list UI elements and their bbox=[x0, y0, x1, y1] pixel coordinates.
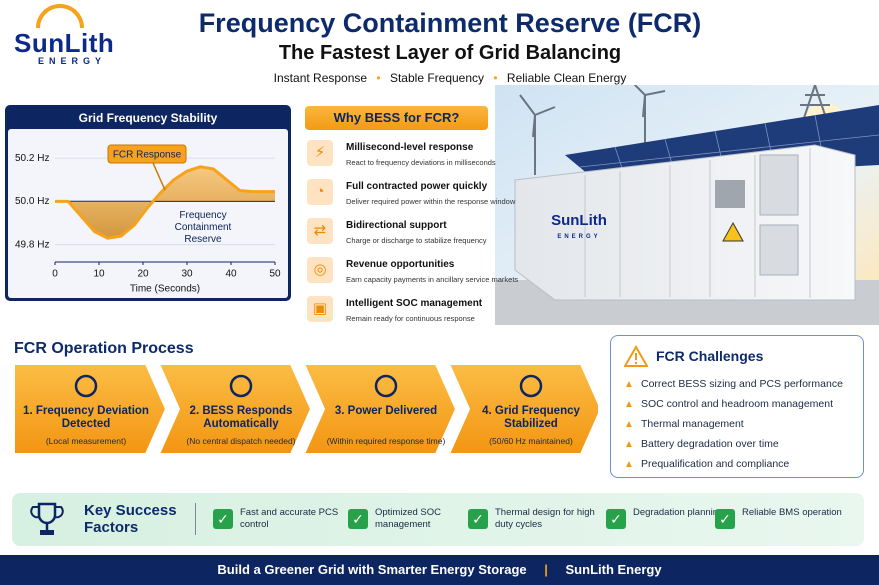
check: ✓ bbox=[606, 509, 626, 529]
bess-image: SunLith ENERGY bbox=[495, 85, 879, 325]
logo-name: SunLith bbox=[14, 28, 115, 58]
why-item-desc: Charge or discharge to stabilize frequen… bbox=[346, 236, 487, 245]
taglines: Instant Response • Stable Frequency • Re… bbox=[140, 71, 760, 85]
divider bbox=[195, 503, 196, 535]
callout-label: FCR Response bbox=[113, 150, 182, 161]
check: ✓ bbox=[715, 509, 735, 529]
step-sub: (Local measurement) bbox=[45, 436, 127, 446]
why-item-desc: Earn capacity payments in ancillary serv… bbox=[346, 275, 519, 284]
why-item-title: Revenue opportunities bbox=[346, 259, 455, 270]
why-item-title: Intelligent SOC management bbox=[346, 298, 483, 309]
success-item: Thermal design for high duty cycles bbox=[495, 507, 595, 530]
step-icon bbox=[74, 374, 98, 398]
why-item-title: Full contracted power quickly bbox=[346, 181, 488, 192]
why-title: Why BESS for FCR? bbox=[305, 106, 488, 130]
x-tick-label: 40 bbox=[225, 269, 237, 280]
process-arrow bbox=[302, 364, 458, 454]
process-arrow bbox=[14, 364, 168, 454]
x-axis-label: Time (Seconds) bbox=[130, 284, 200, 295]
bullet: ▲ bbox=[624, 399, 634, 410]
challenges-title: FCR Challenges bbox=[656, 348, 764, 364]
why-icon: ⇄ bbox=[307, 218, 333, 244]
x-tick-label: 20 bbox=[137, 269, 149, 280]
bullet: ▲ bbox=[624, 459, 634, 470]
dot: • bbox=[376, 71, 381, 85]
challenge-item: Thermal management bbox=[641, 418, 744, 430]
why-icon: ◔ bbox=[307, 179, 333, 205]
warning-icon bbox=[624, 345, 648, 367]
tagline: Stable Frequency bbox=[389, 71, 485, 85]
callout-box bbox=[107, 144, 187, 164]
step-title: 3. Power Delivered bbox=[334, 405, 438, 417]
line bbox=[55, 165, 275, 240]
footer: Build a Greener Grid with Smarter Energy… bbox=[0, 555, 879, 585]
why-icon: ◎ bbox=[307, 257, 333, 283]
challenge-item: SOC control and headroom management bbox=[641, 398, 834, 410]
x-tick-label: 0 bbox=[52, 269, 58, 280]
tagline: Instant Response bbox=[273, 71, 368, 85]
step-icon bbox=[374, 374, 398, 398]
x-tick-label: 10 bbox=[93, 269, 105, 280]
y-tick-label: 49.8 Hz bbox=[15, 239, 49, 250]
dot: • bbox=[493, 71, 498, 85]
bullet: ▲ bbox=[624, 419, 634, 430]
footer-right: SunLith Energy bbox=[565, 562, 662, 577]
step-title: 2. BESS Responds Automatically bbox=[189, 405, 293, 430]
trophy-icon bbox=[30, 502, 64, 535]
step-sub: (50/60 Hz maintained) bbox=[489, 436, 573, 446]
footer-left: Build a Greener Grid with Smarter Energy… bbox=[217, 562, 527, 577]
step-title: 1. Frequency Deviation Detected bbox=[23, 405, 149, 430]
x-tick-label: 30 bbox=[181, 269, 193, 280]
step-title: 4. Grid Frequency Stabilized bbox=[482, 405, 580, 430]
title: Frequency Containment Reserve (FCR) bbox=[198, 8, 702, 38]
check: ✓ bbox=[213, 509, 233, 529]
chart: Grid Frequency Stability 49.8 Hz 50.0 Hz 5… bbox=[5, 105, 291, 301]
check: ✓ bbox=[348, 509, 368, 529]
step-icon bbox=[519, 374, 543, 398]
logo-sub: ENERGY bbox=[38, 56, 107, 66]
step-sub: (No central dispatch needed) bbox=[186, 436, 296, 446]
subtitle: The Fastest Layer of Grid Balancing bbox=[278, 42, 622, 64]
bullet: ▲ bbox=[624, 439, 634, 450]
check: ✓ bbox=[468, 509, 488, 529]
chart-title: Grid Frequency Stability bbox=[79, 111, 218, 125]
process-arrow bbox=[447, 364, 598, 454]
challenges-box bbox=[610, 335, 864, 478]
footer-sep: | bbox=[544, 562, 548, 577]
success-item: Degradation planning bbox=[633, 507, 724, 518]
tagline: Reliable Clean Energy bbox=[506, 71, 627, 85]
callout-arrow bbox=[152, 162, 166, 191]
x-tick-label: 50 bbox=[269, 269, 281, 280]
challenge-item: Prequalification and compliance bbox=[641, 458, 790, 470]
logo-sun bbox=[36, 4, 84, 29]
success-item: Optimized SOC management bbox=[375, 507, 441, 530]
area bbox=[55, 166, 275, 239]
image-logo: SunLith bbox=[551, 212, 607, 229]
why-icon: ▣ bbox=[307, 296, 333, 322]
image-logo-sub: ENERGY bbox=[557, 234, 600, 240]
process-title: FCR Operation Process bbox=[14, 340, 194, 357]
why-icon: ⚡ bbox=[307, 140, 333, 166]
bullet: ▲ bbox=[624, 379, 634, 390]
step-icon bbox=[229, 374, 253, 398]
why-item-desc: Remain ready for continuous response bbox=[346, 314, 475, 323]
success-title: Key Success Factors bbox=[84, 502, 177, 536]
success-item: Reliable BMS operation bbox=[742, 507, 842, 518]
success-item: Fast and accurate PCS control bbox=[240, 507, 339, 530]
why-item-desc: Deliver required power within the respon… bbox=[346, 197, 516, 206]
process-arrow bbox=[157, 364, 313, 454]
challenge-item: Battery degradation over time bbox=[641, 438, 779, 450]
why-item-title: Bidirectional support bbox=[346, 220, 447, 231]
challenge-item: Correct BESS sizing and PCS performance bbox=[641, 378, 843, 390]
y-tick-label: 50.0 Hz bbox=[15, 196, 49, 207]
process-arrows bbox=[14, 364, 598, 454]
step-sub: (Within required response time) bbox=[326, 436, 446, 446]
why-item-title: Millisecond-level response bbox=[346, 142, 474, 153]
annotation: Frequency Containment Reserve bbox=[174, 210, 232, 245]
y-tick-label: 50.2 Hz bbox=[15, 153, 49, 164]
why-item-desc: React to frequency deviations in millise… bbox=[346, 158, 496, 167]
